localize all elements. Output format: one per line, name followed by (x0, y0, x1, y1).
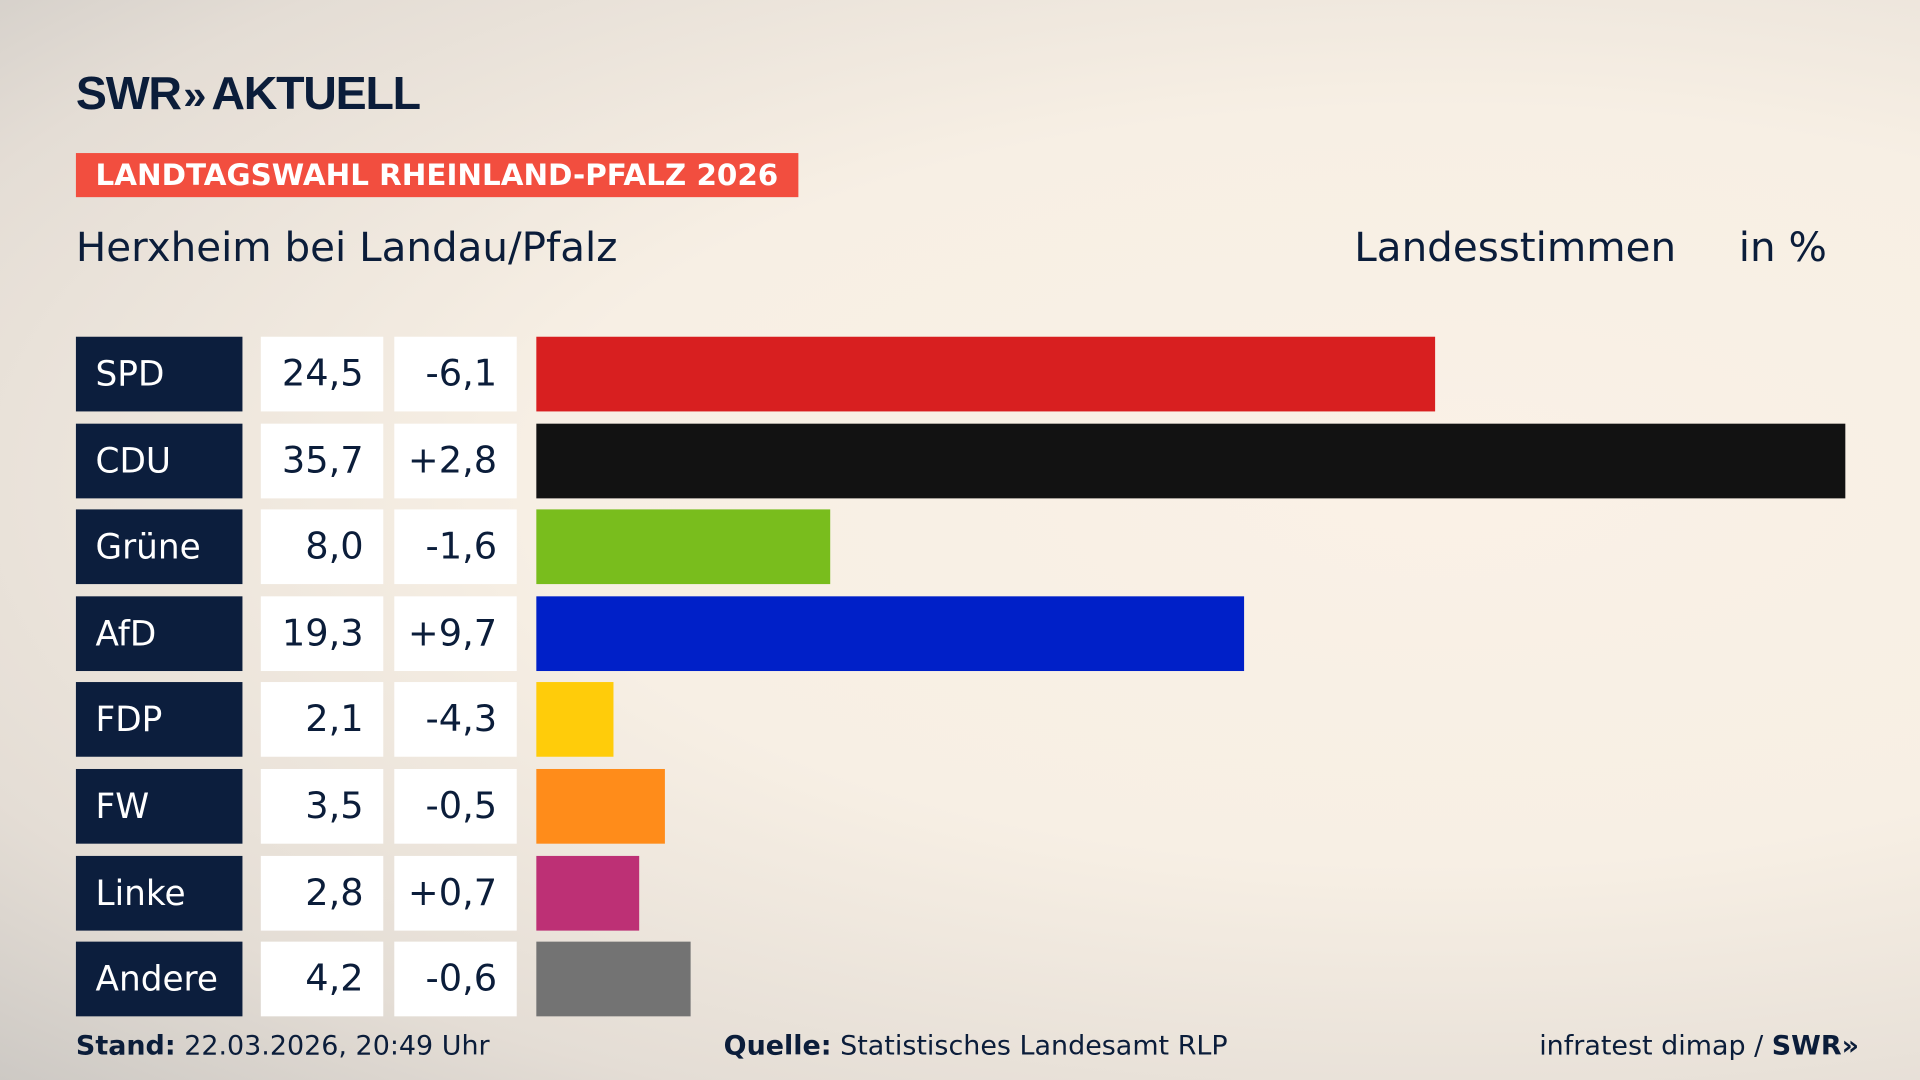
election-banner: LANDTAGSWAHL RHEINLAND-PFALZ 2026 (75, 153, 798, 198)
bar-grüne (536, 509, 830, 585)
logo-chevrons-icon: » (183, 72, 206, 119)
value-label: 4,2 (260, 941, 384, 1017)
party-label: Linke (75, 855, 243, 931)
stand-label: Stand: (75, 1031, 176, 1062)
change-label: -6,1 (394, 336, 517, 412)
value-label: 19,3 (260, 596, 384, 671)
value-label: 24,5 (260, 336, 384, 412)
value-label: 2,1 (260, 682, 384, 758)
logo-swr: SWR (75, 68, 182, 121)
bar-spd (536, 336, 1435, 412)
bar-fdp (536, 682, 614, 758)
votes-type-label: Landesstimmen (1354, 222, 1677, 271)
change-label: -4,3 (394, 682, 517, 758)
party-label: Andere (75, 941, 243, 1017)
credit-text: infratest dimap / (1539, 1031, 1772, 1062)
party-label: AfD (75, 596, 243, 671)
change-label: +2,8 (394, 423, 517, 498)
value-label: 2,8 (260, 855, 384, 931)
party-label: CDU (75, 423, 243, 498)
change-label: +9,7 (394, 596, 517, 671)
timestamp: Stand: 22.03.2026, 20:49 Uhr (76, 1031, 490, 1062)
stand-value: 22.03.2026, 20:49 Uhr (184, 1031, 490, 1062)
bar-afd (536, 596, 1244, 671)
party-label: FW (75, 768, 243, 844)
bar-andere (536, 941, 691, 1017)
value-label: 35,7 (260, 423, 384, 498)
municipality-title: Herxheim bei Landau/Pfalz (75, 222, 618, 271)
source: Quelle: Statistisches Landesamt RLP (724, 1031, 1228, 1062)
change-label: -0,6 (394, 941, 517, 1017)
credit: infratest dimap / SWR» (1539, 1031, 1859, 1062)
value-label: 8,0 (260, 509, 384, 585)
unit-label: in % (1738, 222, 1827, 271)
logo-aktuell: AKTUELL (211, 68, 421, 121)
source-value: Statistisches Landesamt RLP (840, 1031, 1228, 1062)
change-label: -0,5 (394, 768, 517, 844)
change-label: -1,6 (394, 509, 517, 585)
source-label: Quelle: (723, 1031, 832, 1062)
swr-logo-small: SWR» (1771, 1031, 1860, 1062)
swr-aktuell-logo: SWR» AKTUELL (75, 68, 421, 122)
party-label: Grüne (75, 509, 243, 585)
party-label: FDP (75, 682, 243, 758)
bar-fw (536, 768, 665, 844)
party-label: SPD (75, 336, 243, 412)
bar-linke (536, 855, 639, 931)
value-label: 3,5 (260, 768, 384, 844)
bar-cdu (536, 423, 1846, 498)
change-label: +0,7 (394, 855, 517, 931)
